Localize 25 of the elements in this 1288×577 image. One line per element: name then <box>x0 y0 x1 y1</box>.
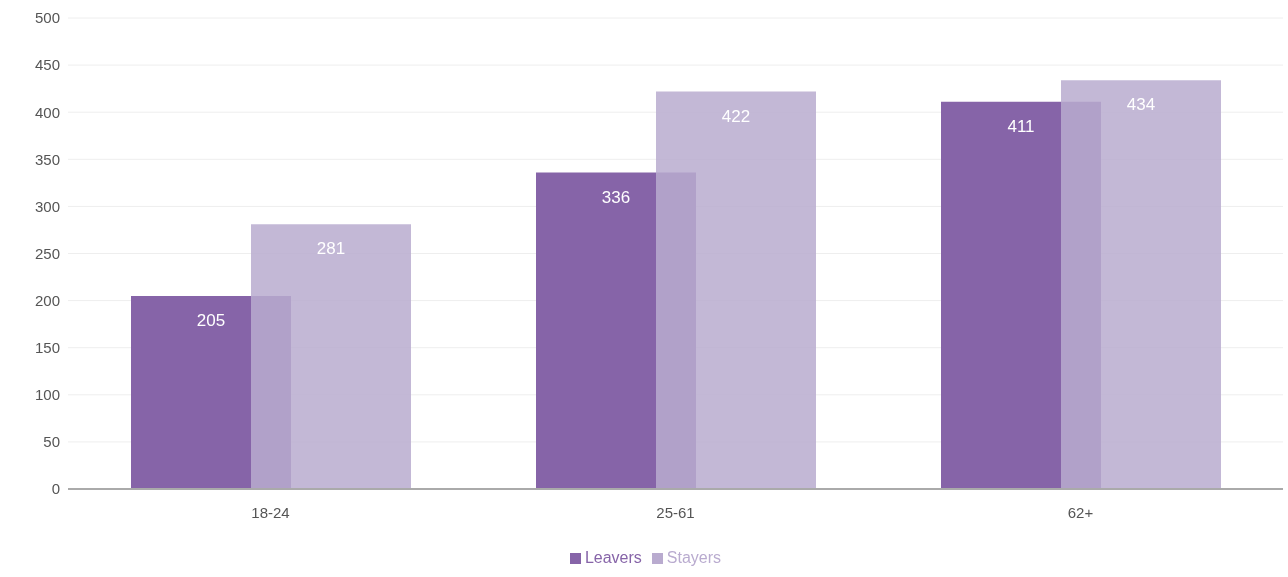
data-label: 281 <box>316 239 346 259</box>
bar <box>1061 80 1221 489</box>
y-tick-label: 400 <box>34 103 60 121</box>
y-tick-label: 50 <box>43 433 60 451</box>
bar <box>656 91 816 489</box>
x-tick-label: 62+ <box>1067 503 1094 521</box>
data-label: 336 <box>601 187 631 207</box>
x-tick-label: 18-24 <box>251 503 290 521</box>
data-label: 422 <box>721 106 751 126</box>
legend-label: Stayers <box>666 549 722 566</box>
y-tick-label: 300 <box>34 197 60 215</box>
data-label: 411 <box>1007 116 1035 136</box>
y-tick-label: 0 <box>51 480 60 498</box>
x-tick-label: 25-61 <box>656 503 695 521</box>
data-label: 205 <box>196 310 226 330</box>
y-tick-label: 450 <box>34 56 60 74</box>
y-tick-label: 150 <box>34 339 60 357</box>
y-tick-label: 500 <box>34 9 60 27</box>
bar <box>251 224 411 489</box>
y-tick-label: 350 <box>34 150 60 168</box>
legend-label: Leavers <box>584 549 642 566</box>
y-tick-label: 100 <box>34 386 60 404</box>
y-tick-label: 250 <box>34 244 60 262</box>
data-label: 434 <box>1126 95 1156 115</box>
y-tick-label: 200 <box>34 291 60 309</box>
